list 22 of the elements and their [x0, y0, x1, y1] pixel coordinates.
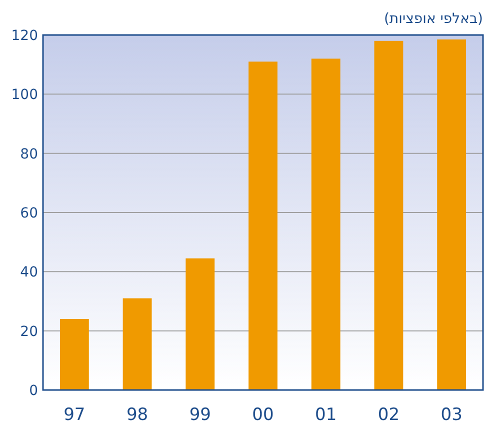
- bar: [374, 40, 404, 390]
- y-tick-label: 40: [20, 264, 38, 281]
- x-tick-label: 98: [126, 405, 148, 423]
- y-tick-label: 100: [11, 87, 38, 104]
- x-tick-label: 97: [64, 405, 86, 423]
- bar: [437, 39, 466, 390]
- x-tick-label: 99: [189, 405, 211, 423]
- y-tick-label: 60: [20, 206, 38, 222]
- y-tick-label: 120: [11, 28, 38, 44]
- x-tick-label: 00: [252, 405, 274, 423]
- y-tick-label: 20: [20, 324, 38, 340]
- y-tick-label: 80: [20, 146, 38, 162]
- bar: [60, 319, 89, 390]
- y-axis-title: (באלפי אופציות): [384, 11, 483, 27]
- bar: [122, 298, 152, 390]
- bar: [248, 62, 278, 390]
- x-tick-label: 01: [315, 405, 337, 423]
- bar: [186, 258, 215, 390]
- x-tick-label: 02: [378, 405, 400, 423]
- bar: [311, 58, 340, 390]
- x-tick-label: 03: [440, 405, 462, 423]
- y-tick-label: 0: [29, 383, 38, 399]
